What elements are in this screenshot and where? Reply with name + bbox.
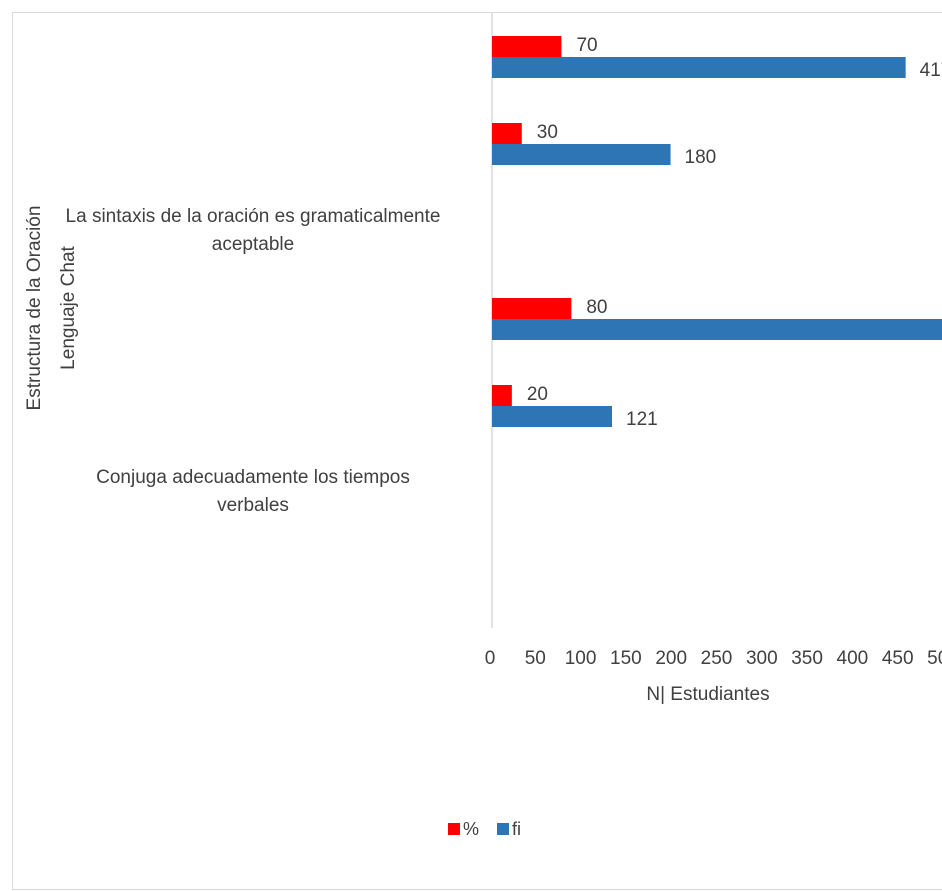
legend-label-percent: % <box>463 819 479 839</box>
x-tick-label-9: 450 <box>882 648 914 669</box>
category-label-1-line-1: verbales <box>217 495 289 516</box>
data-label-0: 70 <box>576 35 597 56</box>
bar-fi-3 <box>492 144 671 165</box>
y-axis-title-line-0: Estructura de la Oración <box>24 206 45 411</box>
bar-percent-6 <box>492 385 512 406</box>
x-tick-label-4: 200 <box>655 648 687 669</box>
legend-swatch-percent <box>448 823 460 835</box>
bar-percent-2 <box>492 123 522 144</box>
category-labels-layer: La sintaxis de la oración es gramaticalm… <box>66 206 441 516</box>
bar-fi-5 <box>492 319 942 340</box>
x-tick-label-2: 100 <box>565 648 597 669</box>
data-label-2: 30 <box>537 122 558 143</box>
y-axis-title: Estructura de la Oración Lenguaje Chat <box>24 206 79 411</box>
legend-swatch-fi <box>497 823 509 835</box>
x-tick-label-5: 250 <box>701 648 733 669</box>
value-labels-layer: 70417301808047620121 <box>527 35 942 430</box>
x-tick-label-10: 500 <box>927 648 942 669</box>
x-tick-label-8: 400 <box>837 648 869 669</box>
x-axis-title: N| Estudiantes <box>646 684 769 705</box>
legend: % fi <box>448 819 521 839</box>
bar-percent-4 <box>492 298 571 319</box>
data-label-6: 20 <box>527 384 548 405</box>
bar-fi-7 <box>492 406 612 427</box>
category-label-0-line-1: aceptable <box>212 234 294 255</box>
category-label-1-line-0: Conjuga adecuadamente los tiempos <box>96 467 410 488</box>
x-tick-label-7: 350 <box>791 648 823 669</box>
x-tick-label-6: 300 <box>746 648 778 669</box>
category-label-0-line-0: La sintaxis de la oración es gramaticalm… <box>66 206 441 227</box>
legend-label-fi: fi <box>512 819 521 839</box>
data-label-4: 80 <box>586 297 607 318</box>
y-axis-title-line-1: Lenguaje Chat <box>58 245 79 369</box>
data-label-7: 121 <box>626 409 658 430</box>
x-tick-label-1: 50 <box>525 648 546 669</box>
x-tick-labels: 0 50 100 150 200 250 300 350 400 450 500 <box>485 648 942 669</box>
bar-percent-0 <box>492 36 561 57</box>
bar-fi-1 <box>492 57 906 78</box>
bars-layer <box>492 36 942 427</box>
data-label-3: 180 <box>685 147 717 168</box>
x-tick-label-3: 150 <box>610 648 642 669</box>
data-label-1: 417 <box>920 60 942 81</box>
x-tick-label-0: 0 <box>485 648 496 669</box>
